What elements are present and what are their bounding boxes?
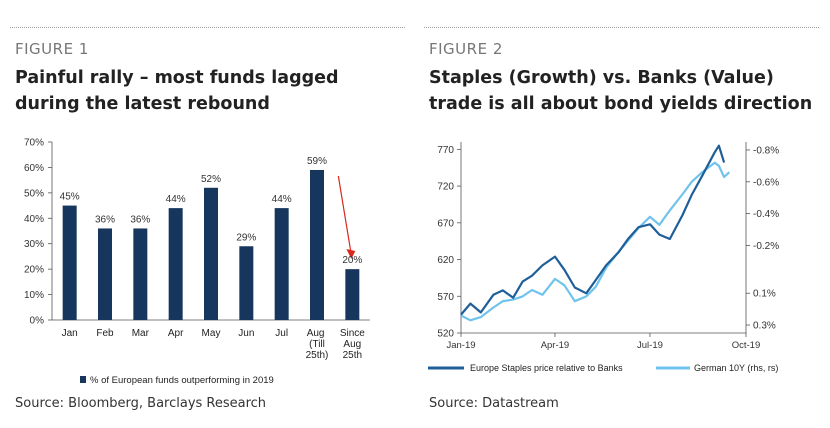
x-tick-label: Jan [62,328,78,339]
figure-1-source: Source: Bloomberg, Barclays Research [15,396,267,411]
y-tick-label: 60% [24,163,44,174]
bar [239,246,254,320]
right-tick-label: 0.3% [753,321,776,332]
bar [133,228,148,320]
legend-label: Europe Staples price relative to Banks [470,363,623,373]
x-tick-label: Feb [96,328,114,339]
bar-chart: 0% 10% 20% 30% 40% 50% 60% 70% 45% 36% 36% 44% 52% 2… [24,138,370,386]
bar [62,205,77,320]
annotation-arrowhead [346,248,356,259]
figure-2-label: FIGURE 2 [429,40,503,58]
figure-2-title: Staples (Growth) vs. Banks (Value) trade… [429,68,813,114]
right-tick-label: 0.1% [753,289,776,300]
series-line [460,161,731,322]
right-tick-label: -0.6% [753,177,779,188]
x-tick-label: Mar [132,328,150,339]
right-tick-label: -0.2% [753,241,779,252]
top-rule [424,27,819,28]
bar [274,208,289,320]
y-tick-label: 50% [24,188,44,199]
series-line [460,144,726,316]
bar [345,269,360,320]
left-tick-label: 570 [437,292,454,303]
left-tick-label: 620 [437,255,454,266]
right-tick-label: -0.8% [753,145,779,156]
line-chart: 520 570 620 670 720 770 -0.8% -0.6% -0.4% -0.2% 0.… [428,142,779,373]
y-tick-label: 20% [24,265,44,276]
x-tick-label: Apr-19 [541,340,570,351]
bar [204,187,218,320]
y-tick-label: 40% [24,214,44,225]
x-tick-label: Since Aug 25th [340,328,365,361]
left-tick-label: 720 [437,182,454,193]
data-label: 36% [130,214,150,225]
data-label: 44% [272,194,292,205]
data-label: 44% [166,194,186,205]
x-tick-label: Aug (Till 25th) [306,328,329,361]
legend-label: German 10Y (rhs, rs) [694,363,778,373]
y-tick-label: 30% [24,239,44,250]
figure-1-title: Painful rally – most funds lagged during… [15,68,339,114]
left-tick-label: 770 [437,145,454,156]
y-tick-label: 0% [30,316,45,327]
figure-2-panel: FIGURE 2 Staples (Growth) vs. Banks (Val… [424,0,819,428]
left-tick-label: 520 [437,329,454,340]
legend-swatch [80,376,86,383]
x-tick-label: May [202,328,221,339]
data-label: 45% [60,192,80,203]
x-tick-label: Apr [168,328,184,339]
figure-1-panel: FIGURE 1 Painful rally – most funds lagg… [10,0,405,428]
bar [310,169,324,320]
x-tick-label: Jul [275,328,288,339]
x-tick-label: Jan-19 [446,340,475,351]
data-label: 20% [342,255,362,266]
x-tick-label: Oct-19 [732,340,761,351]
annotation-arrow [337,175,352,256]
figure-2-source: Source: Datastream [429,396,559,411]
y-tick-label: 70% [24,138,44,149]
x-tick-label: Jul-19 [637,340,663,351]
x-tick-label: Jun [238,328,254,339]
bar [98,228,112,320]
right-tick-label: -0.4% [753,209,779,220]
y-tick-label: 10% [24,290,44,301]
data-label: 52% [201,174,221,185]
data-label: 36% [95,214,115,225]
legend-label: % of European funds outperforming in 201… [90,375,274,386]
bar [168,208,183,320]
data-label: 59% [307,156,327,167]
left-tick-label: 670 [437,218,454,229]
data-label: 29% [236,232,256,243]
top-rule [10,27,405,28]
figure-1-label: FIGURE 1 [15,40,89,58]
